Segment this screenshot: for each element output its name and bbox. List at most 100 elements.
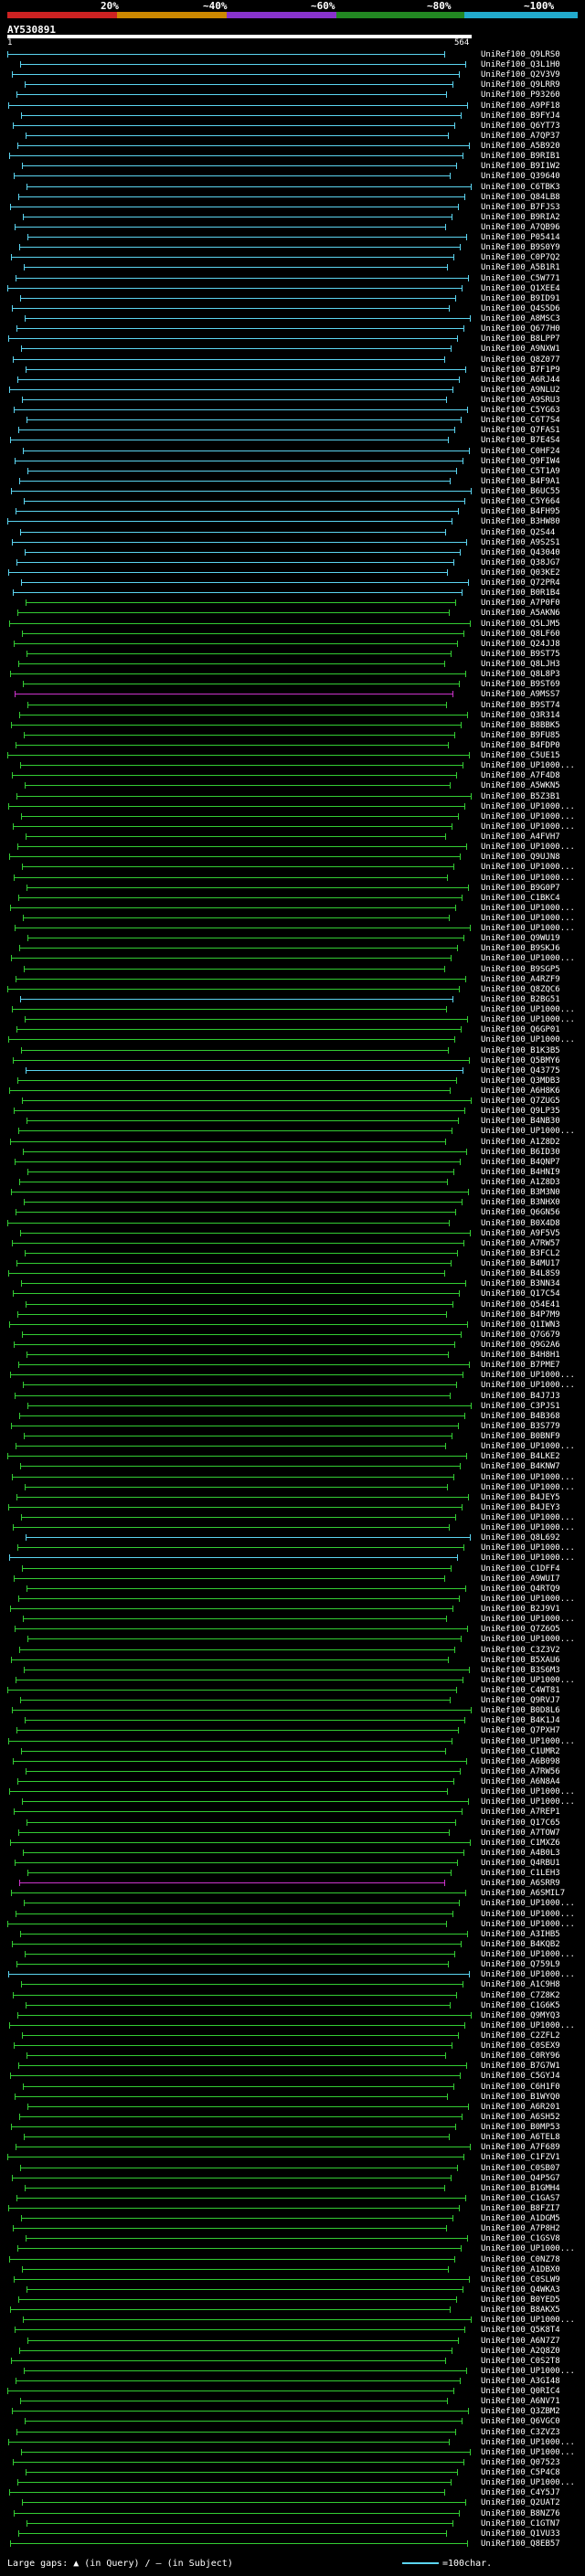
hit-row[interactable]: UniRef100_A9F5V5 <box>0 1229 585 1238</box>
hit-label[interactable]: UniRef100_B4KNW7 <box>481 1462 560 1472</box>
hit-label[interactable]: UniRef100_B4B368 <box>481 1411 560 1421</box>
hit-row[interactable]: UniRef100_B7FJS3 <box>0 203 585 212</box>
hit-label[interactable]: UniRef100_A6H8K6 <box>481 1087 560 1097</box>
hit-label[interactable]: UniRef100_B9FYJ4 <box>481 111 560 121</box>
hit-row[interactable]: UniRef100_A6NV71 <box>0 2397 585 2406</box>
hit-row[interactable]: UniRef100_A1Z8D2 <box>0 1138 585 1147</box>
hit-row[interactable]: UniRef100_C0HF24 <box>0 447 585 456</box>
hit-label[interactable]: UniRef100_P93260 <box>481 90 560 101</box>
hit-row[interactable]: UniRef100_UP1000... <box>0 1970 585 1979</box>
hit-label[interactable]: UniRef100_B9FU85 <box>481 730 560 740</box>
hit-row[interactable]: UniRef100_Q43040 <box>0 548 585 557</box>
hit-row[interactable]: UniRef100_Q2UAT2 <box>0 2498 585 2507</box>
hit-row[interactable]: UniRef100_B3S779 <box>0 1422 585 1431</box>
hit-row[interactable]: UniRef100_B6ID30 <box>0 1148 585 1157</box>
hit-row[interactable]: UniRef100_B3M3N0 <box>0 1188 585 1197</box>
hit-row[interactable]: UniRef100_C1G6K5 <box>0 2001 585 2010</box>
hit-label[interactable]: UniRef100_Q8LF60 <box>481 629 560 639</box>
hit-row[interactable]: UniRef100_A5B1R1 <box>0 263 585 272</box>
hit-row[interactable]: UniRef100_A6R201 <box>0 2103 585 2112</box>
hit-label[interactable]: UniRef100_UP1000... <box>481 1127 575 1137</box>
hit-label[interactable]: UniRef100_B4K1J4 <box>481 1716 560 1726</box>
hit-row[interactable]: UniRef100_B8BBK5 <box>0 721 585 730</box>
hit-row[interactable]: UniRef100_A6SMIL7 <box>0 1889 585 1898</box>
hit-row[interactable]: UniRef100_A4B0L3 <box>0 1849 585 1858</box>
hit-label[interactable]: UniRef100_A7QP37 <box>481 131 560 141</box>
hit-label[interactable]: UniRef100_Q3R314 <box>481 710 560 720</box>
hit-row[interactable]: UniRef100_UP1000... <box>0 863 585 872</box>
hit-label[interactable]: UniRef100_B0MP53 <box>481 2123 560 2133</box>
hit-row[interactable]: UniRef100_B0D8L6 <box>0 1706 585 1715</box>
hit-label[interactable]: UniRef100_A5B920 <box>481 142 560 152</box>
hit-label[interactable]: UniRef100_A1DBX0 <box>481 2264 560 2274</box>
hit-label[interactable]: UniRef100_Q6GN56 <box>481 1208 560 1218</box>
hit-row[interactable]: UniRef100_C5W771 <box>0 274 585 283</box>
hit-label[interactable]: UniRef100_UP1000... <box>481 1035 575 1045</box>
hit-label[interactable]: UniRef100_C1GAS7 <box>481 2193 560 2203</box>
hit-label[interactable]: UniRef100_A4RZF9 <box>481 974 560 984</box>
hit-label[interactable]: UniRef100_UP1000... <box>481 1970 575 1980</box>
hit-label[interactable]: UniRef100_B8BBK5 <box>481 720 560 730</box>
hit-label[interactable]: UniRef100_B8NZ76 <box>481 2508 560 2518</box>
hit-label[interactable]: UniRef100_A6NV71 <box>481 2397 560 2407</box>
hit-row[interactable]: UniRef100_B4QNP7 <box>0 1158 585 1167</box>
hit-label[interactable]: UniRef100_B4MU17 <box>481 1259 560 1269</box>
hit-row[interactable]: UniRef100_C5Y664 <box>0 497 585 506</box>
hit-row[interactable]: UniRef100_UP1000... <box>0 2021 585 2030</box>
hit-label[interactable]: UniRef100_C0SB07 <box>481 2163 560 2173</box>
hit-row[interactable]: UniRef100_Q6YT73 <box>0 122 585 131</box>
hit-row[interactable]: UniRef100_UP1000... <box>0 1543 585 1553</box>
hit-label[interactable]: UniRef100_Q8L692 <box>481 1533 560 1543</box>
hit-label[interactable]: UniRef100_C1GSV8 <box>481 2234 560 2244</box>
hit-label[interactable]: UniRef100_B7F1P9 <box>481 365 560 375</box>
hit-label[interactable]: UniRef100_A7RW57 <box>481 1238 560 1248</box>
hit-label[interactable]: UniRef100_A6TEL8 <box>481 2133 560 2143</box>
hit-row[interactable]: UniRef100_B1K3B5 <box>0 1046 585 1055</box>
hit-label[interactable]: UniRef100_B3S6M3 <box>481 1665 560 1675</box>
hit-row[interactable]: UniRef100_Q9LP35 <box>0 1107 585 1116</box>
hit-row[interactable]: UniRef100_C1GAS7 <box>0 2194 585 2203</box>
hit-row[interactable]: UniRef100_UP1000... <box>0 1920 585 1929</box>
hit-row[interactable]: UniRef100_UP1000... <box>0 1797 585 1807</box>
hit-label[interactable]: UniRef100_A6R201 <box>481 2102 560 2112</box>
hit-label[interactable]: UniRef100_B4FH95 <box>481 507 560 517</box>
hit-label[interactable]: UniRef100_C3Z3V2 <box>481 1645 560 1655</box>
hit-row[interactable]: UniRef100_A7F4D8 <box>0 771 585 780</box>
hit-label[interactable]: UniRef100_B4QNP7 <box>481 1157 560 1167</box>
hit-row[interactable]: UniRef100_UP1000... <box>0 1910 585 1919</box>
hit-row[interactable]: UniRef100_Q9LRS0 <box>0 50 585 59</box>
hit-row[interactable]: UniRef100_B0BNF9 <box>0 1432 585 1441</box>
hit-label[interactable]: UniRef100_B3S779 <box>481 1421 560 1431</box>
hit-label[interactable]: UniRef100_A3GI48 <box>481 2376 560 2386</box>
hit-row[interactable]: UniRef100_UP1000... <box>0 1899 585 1908</box>
hit-label[interactable]: UniRef100_C1DFF4 <box>481 1564 560 1574</box>
hit-label[interactable]: UniRef100_B4F9A1 <box>481 476 560 486</box>
hit-label[interactable]: UniRef100_B9ST75 <box>481 649 560 659</box>
hit-row[interactable]: UniRef100_UP1000... <box>0 954 585 963</box>
hit-row[interactable]: UniRef100_Q39640 <box>0 172 585 181</box>
hit-row[interactable]: UniRef100_Q4RTQ9 <box>0 1585 585 1594</box>
hit-label[interactable]: UniRef100_Q39640 <box>481 172 560 182</box>
hit-row[interactable]: UniRef100_C1GSV8 <box>0 2234 585 2243</box>
hit-label[interactable]: UniRef100_C1FZV1 <box>481 2153 560 2163</box>
hit-label[interactable]: UniRef100_B0X4D8 <box>481 1218 560 1228</box>
hit-label[interactable]: UniRef100_C1G6K5 <box>481 2000 560 2010</box>
hit-row[interactable]: UniRef100_UP1000... <box>0 1381 585 1390</box>
hit-row[interactable]: UniRef100_B6UC55 <box>0 487 585 496</box>
hit-label[interactable]: UniRef100_UP1000... <box>481 954 575 964</box>
hit-label[interactable]: UniRef100_B5Z3B1 <box>481 791 560 801</box>
hit-label[interactable]: UniRef100_UP1000... <box>481 1381 575 1391</box>
hit-label[interactable]: UniRef100_Q1IWN3 <box>481 1320 560 1330</box>
hit-label[interactable]: UniRef100_Q4S5D6 <box>481 303 560 313</box>
hit-label[interactable]: UniRef100_B7E4S4 <box>481 436 560 446</box>
hit-label[interactable]: UniRef100_Q5LJM5 <box>481 619 560 629</box>
hit-label[interactable]: UniRef100_Q9G2A6 <box>481 1340 560 1350</box>
hit-label[interactable]: UniRef100_UP1000... <box>481 863 575 873</box>
hit-row[interactable]: UniRef100_C5YG63 <box>0 406 585 415</box>
hit-row[interactable]: UniRef100_UP1000... <box>0 1595 585 1604</box>
hit-label[interactable]: UniRef100_UP1000... <box>481 1635 575 1645</box>
hit-label[interactable]: UniRef100_B4JEY5 <box>481 1492 560 1502</box>
hit-row[interactable]: UniRef100_C0P7Q2 <box>0 253 585 262</box>
hit-row[interactable]: UniRef100_B7E4S4 <box>0 436 585 445</box>
hit-row[interactable]: UniRef100_Q9WU19 <box>0 934 585 943</box>
